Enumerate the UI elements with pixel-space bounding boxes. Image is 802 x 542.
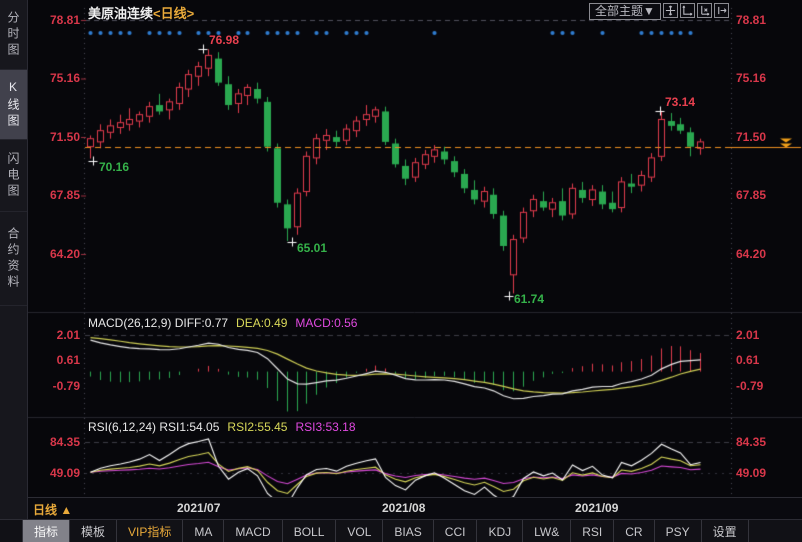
month-tick-label: 2021/09 <box>575 501 619 515</box>
page-title: 美原油连续<日线> <box>88 3 194 22</box>
rsi-axis-label: 84.35 <box>49 435 80 449</box>
month-tick-label: 2021/07 <box>177 501 221 515</box>
rsi2-label: RSI2:55.45 <box>227 420 288 434</box>
period-tag: <日线> <box>153 6 195 21</box>
axis-scale-icon-glyph <box>701 5 710 16</box>
rsi1-label: RSI(6,12,24) RSI1:54.05 <box>88 420 220 434</box>
price-axis-label: 67.85 <box>49 188 80 202</box>
hide-panel-icon-glyph <box>718 6 727 15</box>
axis-zoom-icon-glyph <box>682 5 693 16</box>
macd-axis-label: 0.61 <box>736 353 760 367</box>
period-selector[interactable]: 日线 ▲ <box>33 503 73 517</box>
pan-icon[interactable] <box>663 3 678 18</box>
sidebar-item-label: K线图 <box>6 79 20 130</box>
price-axis-label: 71.50 <box>49 130 80 144</box>
axis-zoom-icon[interactable] <box>680 3 695 18</box>
toolbar-item-bias[interactable]: BIAS <box>383 520 434 542</box>
toolbar-item-settings[interactable]: 设置 <box>702 520 749 542</box>
macd-axis-label: -0.79 <box>52 379 80 393</box>
toolbar-item-rsi[interactable]: RSI <box>571 520 615 542</box>
macd-axis-label: -0.79 <box>736 379 764 393</box>
price-axis-label: 78.81 <box>736 13 767 27</box>
pan-icon-glyph <box>665 5 676 16</box>
sidebar-item-time-chart[interactable]: 分时图 <box>0 0 27 70</box>
macd-label-row: MACD(26,12,9) DIFF:0.77 DEA:0.49 MACD:0.56 <box>88 316 357 330</box>
month-tick-label: 2021/08 <box>382 501 426 515</box>
high-price-annotation: 73.14 <box>665 95 696 109</box>
sidebar-item-kline-chart[interactable]: K线图 <box>0 70 27 140</box>
price-axis-label: 75.16 <box>49 71 80 85</box>
rsi3-label: RSI3:53.18 <box>295 420 356 434</box>
hide-panel-icon[interactable] <box>714 3 729 18</box>
rsi-label-row: RSI(6,12,24) RSI1:54.05 RSI2:55.45 RSI3:53… <box>88 420 356 434</box>
x-axis-strip: 日线 ▲ 2021/07 2021/08 2021/09 <box>27 497 802 520</box>
sidebar: 分时图 K线图 闪电图 合约资料 <box>0 0 28 519</box>
axis-scale-icon[interactable] <box>697 3 712 18</box>
rsi-axis-label: 49.09 <box>736 466 767 480</box>
toolbar-item-lw[interactable]: LW& <box>523 520 572 542</box>
rsi-axis-label: 84.35 <box>736 435 767 449</box>
toolbar-item-vip[interactable]: VIP指标 <box>117 520 184 542</box>
sidebar-item-label: 合约资料 <box>6 226 20 291</box>
macd-diff-label: MACD(26,12,9) DIFF:0.77 <box>88 316 229 330</box>
price-axis-label: 75.16 <box>736 71 767 85</box>
sidebar-item-label: 闪电图 <box>6 151 20 200</box>
macd-axis-label: 0.61 <box>56 353 80 367</box>
toolbar-item-cci[interactable]: CCI <box>434 520 478 542</box>
symbol-name: 美原油连续 <box>88 6 154 21</box>
price-axis-label: 78.81 <box>49 13 80 27</box>
macd-axis-label: 2.01 <box>736 328 760 342</box>
price-axis-label: 71.50 <box>736 130 767 144</box>
sidebar-item-contract-info[interactable]: 合约资料 <box>0 212 27 306</box>
price-axis-label: 64.20 <box>49 247 80 261</box>
low-price-annotation: 61.74 <box>514 292 545 306</box>
macd-axis-label: 2.01 <box>56 328 80 342</box>
toolbar-item-boll[interactable]: BOLL <box>283 520 337 542</box>
sidebar-item-label: 分时图 <box>6 10 20 59</box>
sidebar-item-flash-chart[interactable]: 闪电图 <box>0 140 27 212</box>
low-price-annotation: 70.16 <box>99 160 130 174</box>
toolbar-item-macd[interactable]: MACD <box>224 520 283 542</box>
macd-dea-label: DEA:0.49 <box>236 316 288 330</box>
toolbar-item-indicator[interactable]: 指标 <box>22 520 71 542</box>
high-price-annotation: 76.98 <box>209 33 240 47</box>
toolbar-item-template[interactable]: 模板 <box>70 520 118 542</box>
toolbar-item-vol[interactable]: VOL <box>336 520 384 542</box>
macd-value-label: MACD:0.56 <box>295 316 358 330</box>
toolbar-item-psy[interactable]: PSY <box>655 520 702 542</box>
price-axis-label: 67.85 <box>736 188 767 202</box>
price-axis-label: 64.20 <box>736 247 767 261</box>
low-price-annotation: 65.01 <box>297 241 328 255</box>
toolbar-item-ma[interactable]: MA <box>183 520 225 542</box>
rsi-axis-label: 49.09 <box>49 466 80 480</box>
theme-dropdown[interactable]: 全部主题▼ <box>589 3 661 20</box>
toolbar-item-kdj[interactable]: KDJ <box>477 520 524 542</box>
indicator-toolbar: 指标 模板 VIP指标 MA MACD BOLL VOL BIAS CCI KD… <box>0 519 802 542</box>
toolbar-item-cr[interactable]: CR <box>614 520 655 542</box>
